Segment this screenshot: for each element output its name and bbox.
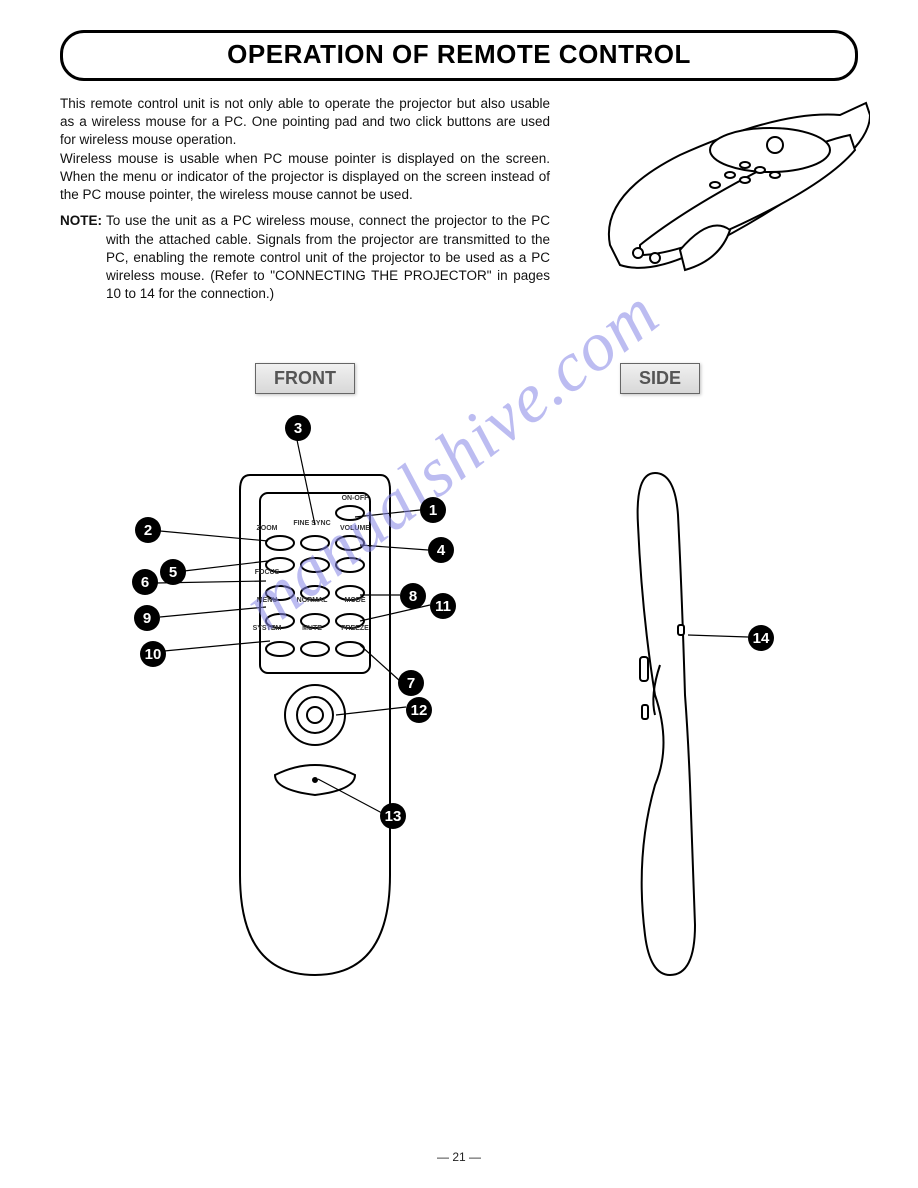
onoff-label: ON-OFF	[335, 495, 375, 502]
callout-10: 10	[140, 641, 166, 667]
volume-label: VOLUME	[335, 525, 375, 532]
system-label: SYSTEM	[247, 625, 287, 632]
zoom-label: ZOOM	[247, 525, 287, 532]
page-number: — 21 —	[0, 1150, 918, 1164]
callout-14: 14	[748, 625, 774, 651]
menu-label: MENU	[247, 597, 287, 604]
callout-13: 13	[380, 803, 406, 829]
title-bar: OPERATION OF REMOTE CONTROL	[60, 30, 858, 81]
diagrams-area: FRONT SIDE	[60, 345, 858, 1065]
callout-1: 1	[420, 497, 446, 523]
callout-3: 3	[285, 415, 311, 441]
callout-5: 5	[160, 559, 186, 585]
mute-label: MUTE	[292, 625, 332, 632]
manual-page: OPERATION OF REMOTE CONTROL This remote …	[0, 0, 918, 1188]
intro-text: This remote control unit is not only abl…	[60, 95, 550, 303]
callout-6: 6	[132, 569, 158, 595]
note-label: NOTE:	[60, 212, 102, 303]
remote-side-svg	[600, 465, 720, 985]
callout-9: 9	[134, 605, 160, 631]
finesync-label: FINE SYNC	[292, 521, 332, 527]
remote-front-svg	[230, 465, 400, 985]
front-view-label: FRONT	[255, 363, 355, 394]
lead-lines	[60, 345, 860, 1065]
callout-7: 7	[398, 670, 424, 696]
note-body: To use the unit as a PC wireless mouse, …	[106, 212, 550, 303]
mode-label: MODE	[335, 597, 375, 604]
callout-4: 4	[428, 537, 454, 563]
hand-holding-remote-illustration	[570, 95, 870, 305]
callout-12: 12	[406, 697, 432, 723]
callout-8: 8	[400, 583, 426, 609]
focus-label: FOCUS	[247, 569, 287, 576]
paragraph-2: Wireless mouse is usable when PC mouse p…	[60, 150, 550, 205]
callout-2: 2	[135, 517, 161, 543]
note-row: NOTE: To use the unit as a PC wireless m…	[60, 212, 550, 303]
intro-block: This remote control unit is not only abl…	[60, 95, 858, 305]
side-view-label: SIDE	[620, 363, 700, 394]
callout-11: 11	[430, 593, 456, 619]
freeze-label: FREEZE	[335, 625, 375, 632]
hand-remote-svg	[570, 95, 870, 305]
paragraph-1: This remote control unit is not only abl…	[60, 95, 550, 150]
page-title: OPERATION OF REMOTE CONTROL	[63, 39, 855, 70]
normal-label: NORMAL	[292, 597, 332, 604]
